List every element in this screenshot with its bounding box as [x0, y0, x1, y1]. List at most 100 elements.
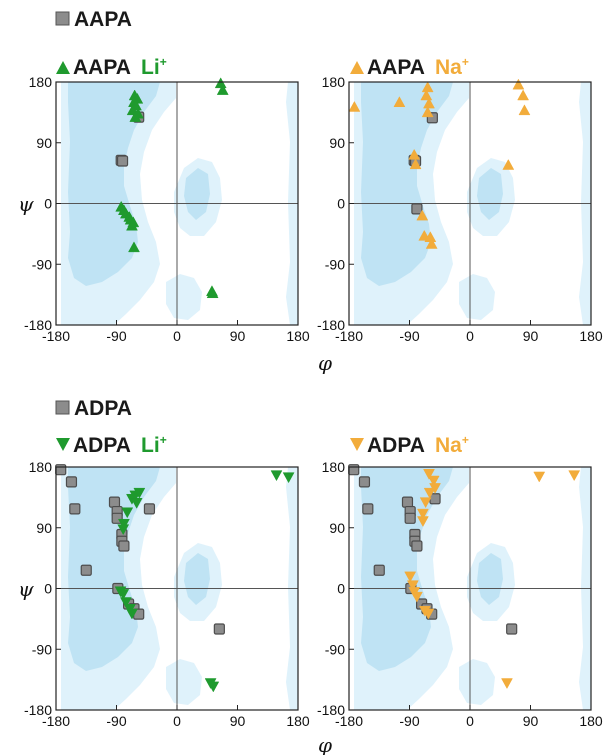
data-point	[411, 203, 423, 215]
data-point	[117, 518, 130, 530]
panel-aapa-na: -180 -90 0 90 180 180 90 0 -90 -180	[317, 74, 603, 344]
y-tick-label: -90	[32, 641, 52, 657]
data-point	[393, 96, 406, 107]
data-point	[116, 155, 129, 167]
x-tick-label: -180	[42, 328, 70, 344]
x-axis-label: φ	[318, 351, 332, 375]
panel-aapa-li: -180 -90 0 90 180 180 90 0 -90 -180	[24, 74, 310, 344]
legend-triangle-down-li-icon	[56, 438, 70, 451]
y-tick-label: 180	[322, 459, 346, 475]
series-adpa-na-	[404, 469, 581, 690]
legend-triangle-up-li-icon	[56, 61, 70, 74]
data-point	[128, 241, 140, 253]
data-point	[108, 496, 121, 508]
series-aapa-na-	[348, 78, 531, 249]
data-point	[143, 503, 156, 515]
y-tick-label: -90	[32, 256, 52, 272]
allowed-region-inner	[361, 467, 453, 671]
y-axis-label: ψ	[18, 577, 34, 601]
data-point	[126, 219, 138, 231]
data-point	[409, 158, 422, 170]
x-tick-label: 180	[579, 713, 603, 729]
x-tick-label: -90	[399, 713, 419, 729]
y-tick-label: 0	[337, 581, 345, 597]
panel-adpa-na: -180 -90 0 90 180 180 90 0 -90 -180	[317, 459, 603, 729]
data-point	[423, 487, 436, 499]
data-point	[533, 471, 546, 483]
x-tick-label: 0	[173, 328, 181, 344]
data-point	[506, 623, 518, 635]
data-point	[214, 77, 227, 89]
data-point	[362, 503, 374, 515]
x-tick-label: -180	[335, 713, 363, 729]
data-point	[410, 591, 423, 603]
y-tick-label: 0	[337, 196, 345, 212]
allowed-region-inner	[184, 553, 210, 605]
x-tick-label: 180	[286, 328, 310, 344]
data-point	[117, 524, 130, 536]
data-point	[404, 571, 417, 583]
data-point	[118, 540, 130, 552]
data-point	[348, 100, 361, 112]
data-point	[69, 503, 81, 515]
y-tick-label: -180	[317, 317, 345, 333]
data-point	[518, 104, 531, 116]
data-point	[270, 470, 283, 482]
x-tick-label: -90	[106, 328, 126, 344]
x-tick-label: 0	[173, 713, 181, 729]
data-point	[282, 472, 295, 484]
data-point	[121, 507, 134, 519]
legend-adpa-li: ADPA Li+	[73, 433, 167, 457]
x-tick-label: 180	[286, 713, 310, 729]
data-point	[417, 508, 429, 520]
y-tick-label: 180	[322, 74, 346, 90]
y-tick-label: 180	[29, 74, 53, 90]
data-point	[133, 487, 146, 499]
data-point	[425, 237, 438, 249]
allowed-region-inner	[68, 467, 160, 671]
x-tick-label: 90	[523, 713, 539, 729]
data-point	[517, 89, 530, 101]
data-point	[129, 111, 142, 122]
series-aapa-li-	[115, 77, 229, 299]
x-axis-label: φ	[318, 733, 332, 755]
y-tick-label: 0	[44, 196, 52, 212]
y-tick-label: -90	[325, 641, 345, 657]
data-point	[417, 516, 429, 528]
data-point	[404, 512, 416, 524]
legend-aapa-na: AAPA Na+	[367, 55, 469, 79]
allowed-region-outer	[459, 274, 495, 320]
data-point	[206, 287, 219, 299]
x-tick-label: 90	[230, 713, 246, 729]
panel-adpa-li: -180 -90 0 90 180 180 90 0 -90 -180	[24, 459, 310, 729]
allowed-region-inner	[68, 82, 160, 286]
allowed-region-outer	[166, 659, 202, 705]
data-point	[427, 475, 440, 487]
y-tick-label: -90	[325, 256, 345, 272]
data-point	[65, 476, 78, 488]
allowed-region-inner	[477, 553, 503, 605]
x-tick-label: 0	[466, 328, 474, 344]
data-point	[422, 608, 435, 620]
data-point	[373, 564, 385, 576]
legend-aapa-li: AAPA Li+	[73, 55, 167, 79]
legend-adpa: ADPA	[74, 397, 132, 420]
data-point	[213, 623, 225, 635]
data-point	[406, 580, 419, 592]
y-tick-label: 90	[329, 135, 345, 151]
data-point	[423, 97, 435, 109]
x-tick-label: 90	[230, 328, 246, 344]
data-point	[80, 564, 92, 576]
data-point	[55, 464, 67, 476]
allowed-region-outer	[459, 659, 495, 705]
x-tick-label: 180	[579, 328, 603, 344]
data-point	[126, 608, 138, 620]
legend-triangle-up-na-icon	[350, 61, 364, 74]
data-point	[411, 540, 423, 552]
x-tick-label: 90	[523, 328, 539, 344]
data-point	[502, 159, 515, 170]
data-point	[207, 681, 220, 693]
y-tick-label: 180	[29, 459, 53, 475]
data-point	[119, 597, 132, 609]
